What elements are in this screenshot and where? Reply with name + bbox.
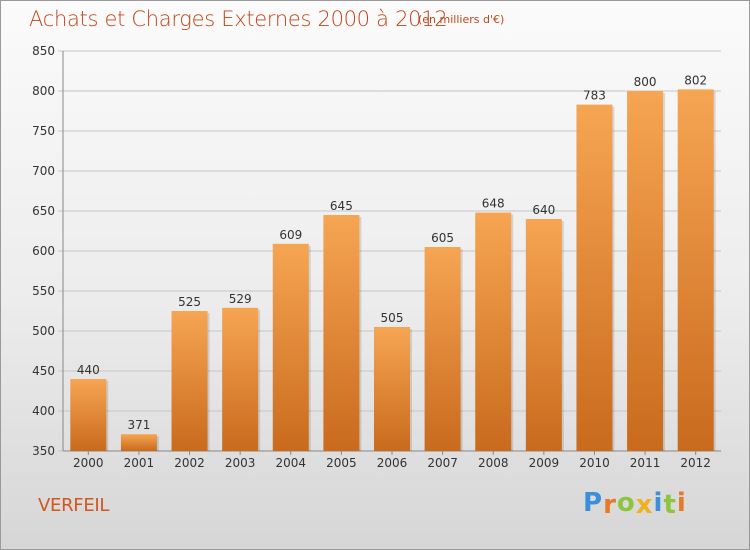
data-label: 505 xyxy=(381,311,404,325)
x-tick-label: 2005 xyxy=(326,456,357,470)
bar-2002[interactable] xyxy=(171,311,208,451)
y-tick-label: 850 xyxy=(32,44,55,58)
bar-2005[interactable] xyxy=(323,215,360,451)
y-tick-label: 450 xyxy=(32,364,55,378)
logo-letter: i xyxy=(653,488,664,518)
bar-2010[interactable] xyxy=(576,104,613,451)
data-label: 648 xyxy=(482,197,505,211)
x-tick-label: 2000 xyxy=(73,456,104,470)
x-tick-label: 2009 xyxy=(529,456,560,470)
x-tick-label: 2001 xyxy=(124,456,155,470)
y-tick-label: 600 xyxy=(32,244,55,258)
logo-letter: x xyxy=(635,490,654,520)
bar-2001[interactable] xyxy=(120,434,157,451)
x-tick-label: 2002 xyxy=(174,456,205,470)
bar-2011[interactable] xyxy=(627,91,664,451)
bar-2000[interactable] xyxy=(70,379,107,451)
y-tick-label: 350 xyxy=(32,444,55,458)
commune-name: VERFEIL xyxy=(38,495,110,516)
bar-2012[interactable] xyxy=(677,89,714,452)
bar-2004[interactable] xyxy=(272,243,309,451)
data-label: 440 xyxy=(77,363,100,377)
y-tick-label: 750 xyxy=(32,124,55,138)
data-label: 783 xyxy=(583,89,606,103)
x-tick-label: 2006 xyxy=(377,456,408,470)
logo-letter: P xyxy=(583,488,604,518)
y-tick-label: 700 xyxy=(32,164,55,178)
bar-2006[interactable] xyxy=(374,327,410,451)
data-label: 525 xyxy=(178,295,201,309)
x-tick-label: 2007 xyxy=(427,456,458,470)
x-tick-label: 2004 xyxy=(275,456,306,470)
data-label: 645 xyxy=(330,199,353,213)
y-tick-label: 550 xyxy=(32,284,55,298)
y-tick-label: 500 xyxy=(32,324,55,338)
logo-letter: t xyxy=(663,490,677,520)
logo-letter: i xyxy=(676,488,687,518)
data-label: 640 xyxy=(532,203,555,217)
y-tick-label: 650 xyxy=(32,204,55,218)
x-tick-label: 2012 xyxy=(680,456,711,470)
chart-title: Achats et Charges Externes 2000 à 2012 xyxy=(29,7,448,31)
data-label: 605 xyxy=(431,231,454,245)
bar-chart: 350 400 450 500 550 600 650 700 750 800 850 2000 44… xyxy=(32,44,721,470)
x-tick-label: 2008 xyxy=(478,456,509,470)
x-tick-label: 2011 xyxy=(630,456,661,470)
bar-2008[interactable] xyxy=(475,212,512,451)
y-tick-label: 800 xyxy=(32,84,55,98)
logo-letter: o xyxy=(616,488,636,518)
y-tick-label: 400 xyxy=(32,404,55,418)
bar-2009[interactable] xyxy=(525,219,562,451)
proxiti-logo[interactable]: Proxiti xyxy=(583,488,687,520)
bar-2007[interactable] xyxy=(424,247,461,451)
data-label: 800 xyxy=(634,75,657,89)
logo-letter: r xyxy=(603,490,617,520)
bar-2003[interactable] xyxy=(222,307,259,451)
x-tick-label: 2003 xyxy=(225,456,256,470)
data-label: 529 xyxy=(229,292,252,306)
data-label: 609 xyxy=(279,228,302,242)
data-label: 371 xyxy=(127,418,150,432)
chart-unit-subtitle: (en milliers d'€) xyxy=(418,13,505,26)
x-tick-label: 2010 xyxy=(579,456,610,470)
data-label: 802 xyxy=(684,73,707,87)
